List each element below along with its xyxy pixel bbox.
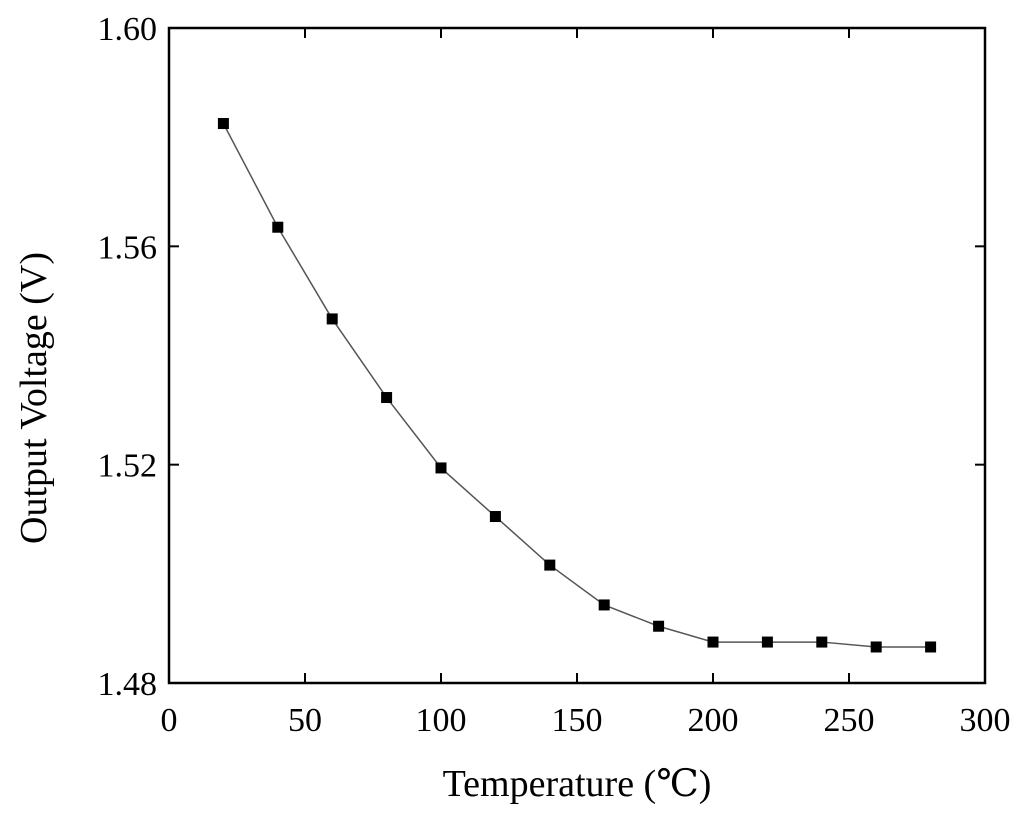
x-tick-label: 0 (161, 702, 178, 739)
x-tick-label: 150 (552, 702, 603, 739)
data-point (326, 313, 338, 325)
data-point (381, 392, 393, 404)
data-point (707, 636, 719, 648)
data-point (544, 559, 556, 571)
data-point (217, 118, 229, 130)
data-point (925, 641, 937, 653)
x-tick-label: 250 (824, 702, 875, 739)
x-axis-label: Temperature (℃) (443, 763, 712, 805)
x-tick-label: 300 (960, 702, 1011, 739)
data-point (272, 221, 284, 233)
y-tick-label: 1.56 (98, 229, 158, 266)
x-axis: 0 50 100 150 200 250 300 (161, 28, 1011, 739)
y-axis: 1.48 1.52 1.56 1.60 (98, 11, 985, 703)
data-point (816, 636, 828, 648)
x-tick-label: 200 (688, 702, 739, 739)
y-tick-label: 1.52 (98, 448, 158, 485)
series-layer (217, 118, 937, 653)
y-axis-label: Output Voltage (V) (13, 252, 55, 544)
data-point (489, 511, 501, 523)
data-point (598, 599, 610, 611)
y-tick-label: 1.48 (98, 666, 158, 703)
x-tick-label: 50 (288, 702, 322, 739)
x-tick-label: 100 (416, 702, 467, 739)
y-tick-label: 1.60 (98, 11, 158, 48)
data-point (870, 641, 882, 653)
data-point (435, 462, 447, 474)
data-point (653, 620, 665, 632)
series-line (222, 123, 931, 648)
data-point (761, 636, 773, 648)
